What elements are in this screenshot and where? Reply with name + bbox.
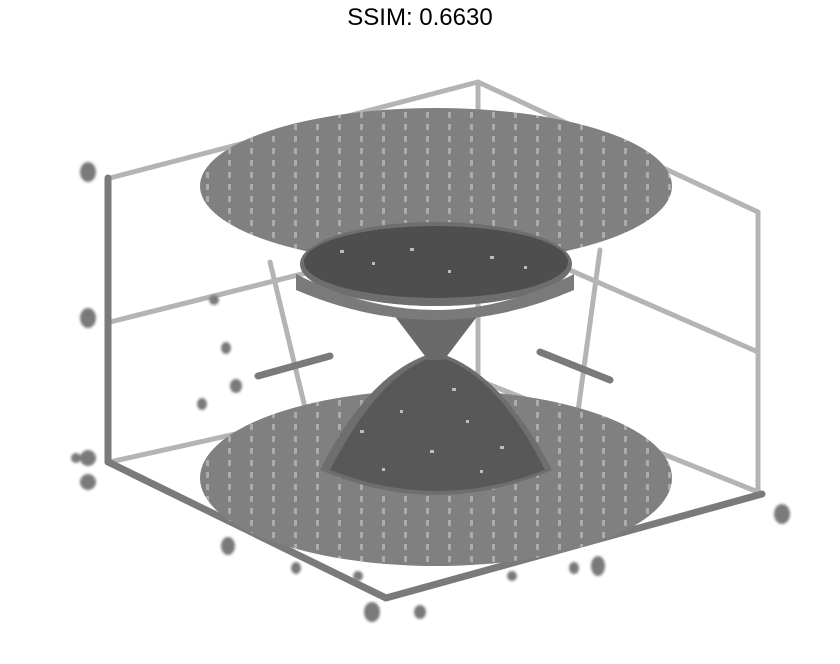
cone-neck [390,310,482,360]
surface-speckles [340,248,527,473]
figure-title: SSIM: 0.6630 [347,4,493,31]
axis-tick-marks-left [71,162,790,622]
upper-cone-surface [200,108,672,320]
